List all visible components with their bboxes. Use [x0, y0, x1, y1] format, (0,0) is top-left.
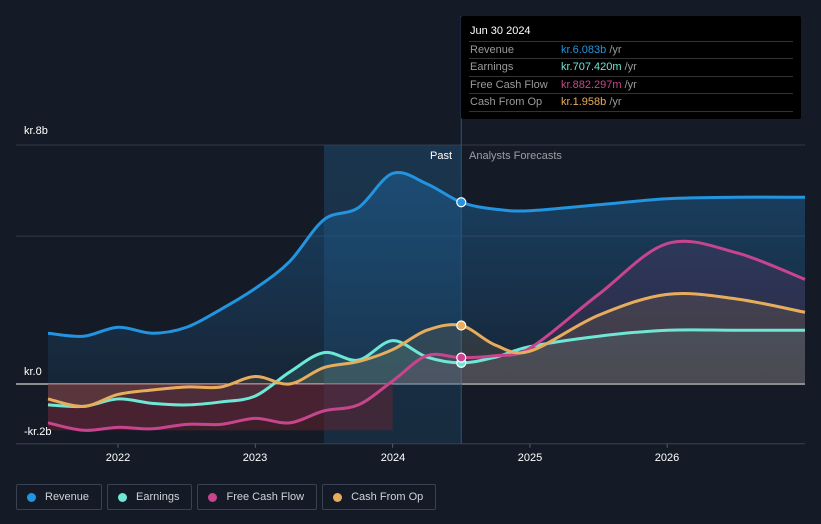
x-tick-label: 2023: [242, 452, 268, 464]
cash-from-op-line: [47, 291, 806, 408]
tooltip-date: Jun 30 2024: [470, 25, 531, 37]
tooltip-unit: /yr: [609, 96, 622, 108]
x-tick-label: 2026: [654, 452, 680, 464]
tooltip-value: kr.1.958b: [561, 96, 607, 108]
free-cash-flow-dot-icon: [208, 492, 218, 502]
tooltip-row-revenue: Revenue kr.6.083b /yr: [469, 41, 793, 59]
free-cash-flow-line: [47, 239, 806, 432]
y-tick-label: -kr.2b: [24, 426, 52, 438]
x-tick-label: 2024: [380, 452, 406, 464]
legend-label: Cash From Op: [351, 491, 424, 503]
x-tick-label: 2025: [517, 452, 543, 464]
cash-from-op-area: [48, 293, 805, 407]
tooltip-row-cash-from-op: Cash From Op kr.1.958b /yr: [469, 93, 793, 112]
legend-item-revenue[interactable]: Revenue: [16, 484, 103, 510]
tooltip-label: Earnings: [470, 61, 514, 73]
negative-region: [48, 384, 393, 431]
legend-label: Revenue: [45, 491, 90, 503]
tooltip-value: kr.6.083b: [561, 44, 607, 56]
legend: Revenue Earnings Free Cash Flow Cash Fro…: [16, 484, 437, 510]
legend-item-cash-from-op[interactable]: Cash From Op: [322, 484, 437, 510]
earnings-area: [48, 329, 805, 407]
y-tick-label: kr.0: [24, 366, 42, 378]
tooltip-row-earnings: Earnings kr.707.420m /yr: [469, 58, 793, 76]
forecast-label: Analysts Forecasts: [469, 150, 562, 162]
earnings-dot-icon: [118, 492, 128, 502]
tooltip: Jun 30 2024 Revenue kr.6.083b /yr Earnin…: [461, 16, 801, 119]
tooltip-unit: /yr: [609, 44, 622, 56]
legend-label: Earnings: [136, 491, 180, 503]
tooltip-label: Cash From Op: [470, 96, 543, 108]
legend-label: Free Cash Flow: [226, 491, 305, 503]
tooltip-row-free-cash-flow: Free Cash Flow kr.882.297m /yr: [469, 76, 793, 94]
x-tick-label: 2022: [105, 452, 131, 464]
tooltip-label: Revenue: [470, 44, 515, 56]
cash-from-op-dot-icon: [333, 492, 343, 502]
tooltip-value: kr.707.420m: [561, 61, 622, 73]
cash-from-op-point: [456, 320, 467, 331]
legend-item-earnings[interactable]: Earnings: [107, 484, 193, 510]
revenue-point: [456, 197, 467, 208]
y-tick-label: kr.8b: [24, 125, 48, 137]
free-cash-flow-point: [456, 352, 467, 363]
earnings-line: [47, 328, 805, 409]
legend-item-free-cash-flow[interactable]: Free Cash Flow: [197, 484, 318, 510]
tooltip-unit: /yr: [624, 61, 637, 73]
revenue-line: [47, 170, 806, 338]
revenue-dot-icon: [27, 492, 36, 502]
tooltip-unit: /yr: [624, 79, 637, 91]
free-cash-flow-area: [48, 241, 805, 431]
tooltip-label: Free Cash Flow: [470, 79, 548, 91]
past-label: Past: [430, 150, 453, 162]
revenue-area: [48, 172, 805, 384]
tooltip-value: kr.882.297m: [561, 79, 622, 91]
